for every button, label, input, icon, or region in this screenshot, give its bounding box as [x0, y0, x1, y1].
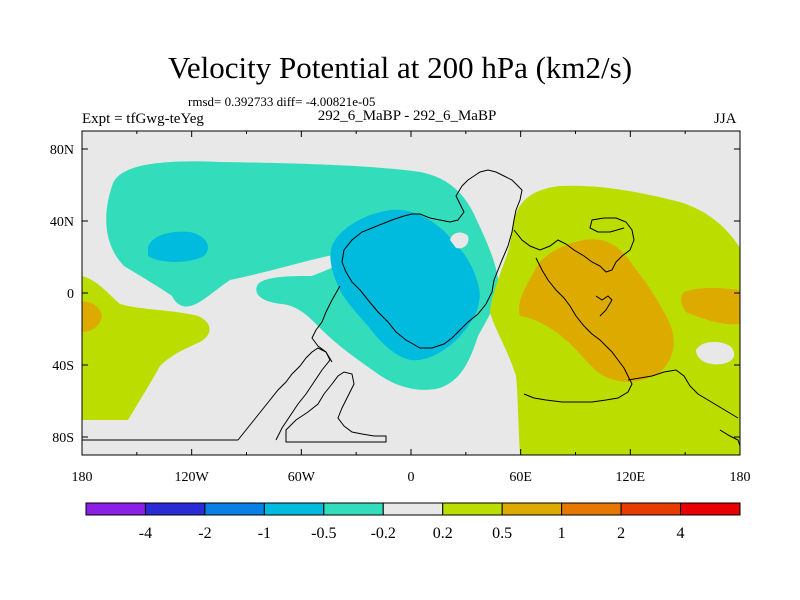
colorbar-swatch [263, 502, 325, 516]
y-tick-label: 40S [52, 359, 74, 374]
x-tick-label: 120W [175, 470, 210, 485]
x-tick-label: 60E [509, 470, 532, 485]
y-axis-labels: 80N 40N 0 40S 80S [50, 143, 74, 446]
coastlines [82, 169, 740, 447]
colorbar-swatch [442, 502, 503, 516]
colorbar-swatch [620, 502, 682, 516]
x-axis-labels: 180 120W 60W 0 60E 120E 180 [72, 470, 751, 485]
strong-negative-anomaly-region [330, 209, 480, 361]
experiment-label: Expt = tfGwg-teYeg [82, 111, 204, 127]
colorbar-label: 0.2 [433, 525, 453, 542]
colorbar-label: -2 [198, 525, 211, 542]
colorbar-swatch [680, 502, 741, 516]
colorbar-swatch [561, 502, 622, 516]
colorbar-label: 4 [677, 525, 685, 542]
axis-ticks [81, 131, 741, 455]
strong-positive-anomaly-region [519, 239, 674, 382]
y-tick-label: 0 [67, 287, 74, 302]
colorbar-swatch [501, 502, 563, 516]
y-tick-label: 80N [50, 143, 74, 158]
colorbar-label: -0.2 [371, 525, 396, 542]
stats-text: rmsd= 0.392733 diff= -4.00821e-05 [188, 94, 376, 109]
negative-anomaly-patch [148, 231, 208, 262]
colorbar-label: 0.5 [492, 525, 512, 542]
positive-anomaly-west-patch [82, 301, 102, 332]
neutral-hole [696, 341, 735, 365]
colorbar-swatch [144, 502, 206, 516]
positive-anomaly-edge-patch [681, 288, 740, 325]
season-label: JJA [714, 111, 737, 127]
colorbar-label: 2 [617, 525, 625, 542]
colorbar-swatch [204, 502, 265, 516]
positive-anomaly-region-west [82, 276, 210, 420]
colorbar-label: -1 [258, 525, 271, 542]
x-tick-label: 60W [288, 470, 316, 485]
colorbar-swatch [323, 502, 384, 516]
x-tick-label: 120E [616, 470, 646, 485]
chart-title: Velocity Potential at 200 hPa (km2/s) [167, 50, 633, 85]
colorbar: -4 -2 -1 -0.5 -0.2 0.2 0.5 1 2 4 [85, 502, 741, 542]
case-label: 292_6_MaBP - 292_6_MaBP [317, 108, 497, 124]
colorbar-label: 1 [558, 525, 566, 542]
neutral-hole [450, 232, 469, 249]
x-tick-label: 180 [72, 470, 93, 485]
colorbar-label: -0.5 [311, 525, 336, 542]
colorbar-swatch [382, 502, 444, 516]
colorbar-swatch [85, 502, 146, 516]
x-tick-label: 180 [730, 470, 751, 485]
x-tick-label: 0 [408, 470, 415, 485]
y-tick-label: 40N [50, 215, 74, 230]
y-tick-label: 80S [52, 431, 74, 446]
colorbar-label: -4 [139, 525, 152, 542]
